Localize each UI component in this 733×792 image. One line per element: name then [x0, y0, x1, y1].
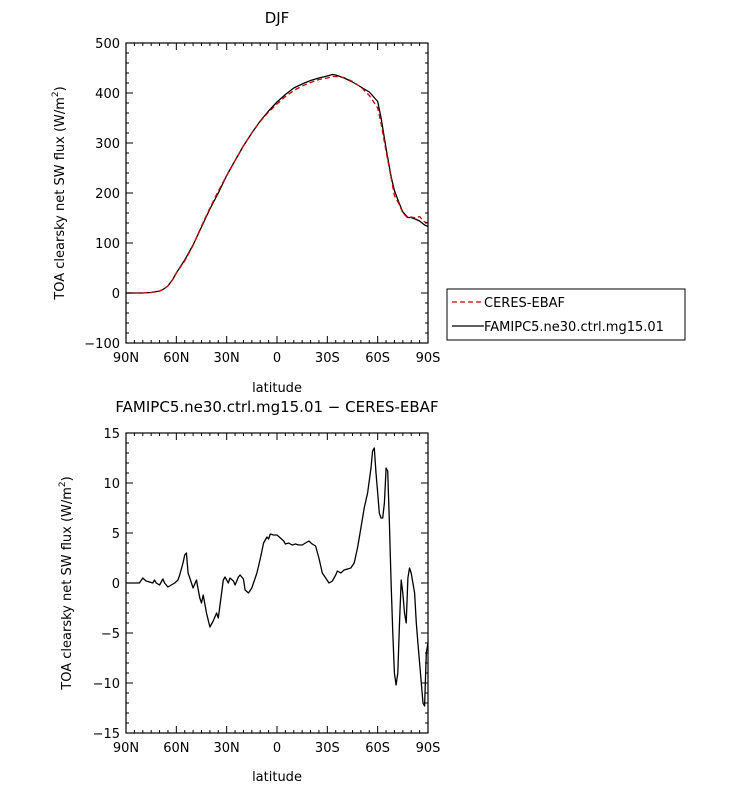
ytick-label: 200 — [95, 187, 120, 202]
xtick-label: 60N — [163, 741, 189, 756]
bottom-ylabel: TOA clearsky net SW flux (W/m2) — [58, 476, 75, 690]
series-line-0-1 — [126, 73, 429, 294]
legend-label-famipc5: FAMIPC5.ne30.ctrl.mg15.01 — [484, 320, 664, 335]
top-xlabel: latitude — [252, 381, 302, 396]
xtick-label: 0 — [273, 741, 281, 756]
xtick-label: 60S — [365, 741, 390, 756]
top-panel: DJF TOA clearsky net SW flux (W/m2) lati… — [51, 9, 440, 396]
bottom-title: FAMIPC5.ne30.ctrl.mg15.01 − CERES-EBAF — [115, 398, 438, 416]
xtick-label: 0 — [273, 351, 281, 366]
ytick-label: 0 — [112, 577, 120, 592]
top-plot-frame — [125, 42, 429, 344]
series-line-1-0 — [126, 447, 429, 707]
legend: CERES-EBAF FAMIPC5.ne30.ctrl.mg15.01 — [446, 288, 686, 341]
ytick-label: 5 — [112, 527, 120, 542]
xtick-label: 90S — [416, 741, 441, 756]
bottom-plot-frame — [125, 432, 429, 734]
xtick-label: 30S — [315, 741, 340, 756]
ytick-label: −5 — [101, 627, 120, 642]
xtick-label: 30N — [214, 741, 240, 756]
xtick-label: 90N — [113, 741, 139, 756]
legend-box — [446, 288, 686, 341]
ytick-label: 15 — [103, 427, 120, 442]
series-line-0-0 — [126, 75, 429, 294]
xtick-label: 60N — [163, 351, 189, 366]
bottom-xlabel: latitude — [252, 770, 302, 785]
ytick-label: 500 — [95, 37, 120, 52]
ytick-label: −100 — [84, 337, 120, 352]
ytick-label: 10 — [103, 477, 120, 492]
ytick-label: 300 — [95, 137, 120, 152]
bottom-panel: FAMIPC5.ne30.ctrl.mg15.01 − CERES-EBAF T… — [58, 398, 440, 785]
xtick-label: 30S — [315, 351, 340, 366]
xtick-label: 90S — [416, 351, 441, 366]
legend-label-ceres: CERES-EBAF — [484, 296, 565, 311]
xtick-label: 60S — [365, 351, 390, 366]
ytick-label: 0 — [112, 287, 120, 302]
xtick-label: 30N — [214, 351, 240, 366]
ytick-label: 100 — [95, 237, 120, 252]
top-ylabel: TOA clearsky net SW flux (W/m2) — [51, 86, 68, 300]
xtick-label: 90N — [113, 351, 139, 366]
ytick-label: −15 — [93, 727, 120, 742]
top-title: DJF — [265, 9, 290, 27]
ytick-label: 400 — [95, 87, 120, 102]
ytick-label: −10 — [93, 677, 120, 692]
